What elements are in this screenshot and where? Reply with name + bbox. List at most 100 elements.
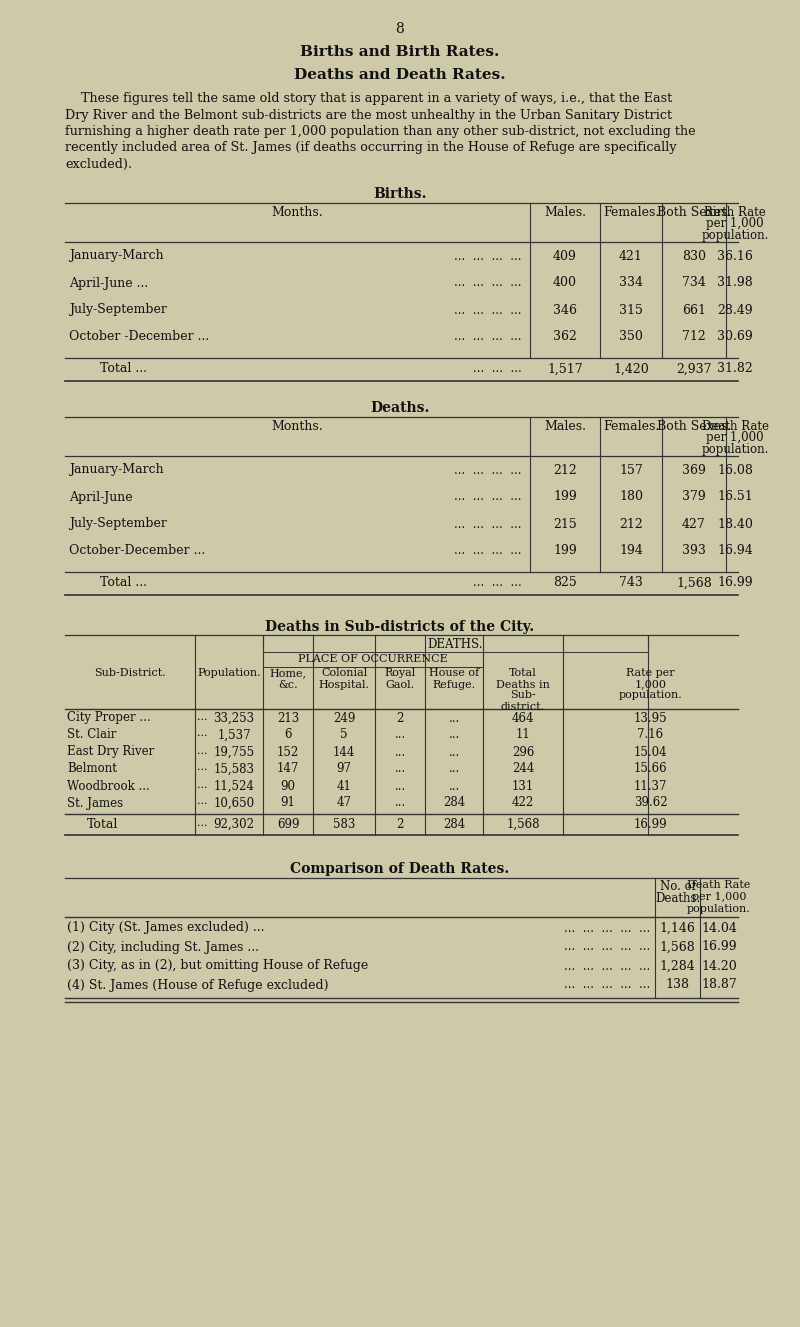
Text: ...  ...  ...  ...: ... ... ... ... <box>454 330 522 344</box>
Text: 2,937: 2,937 <box>676 362 712 376</box>
Text: Births and Birth Rates.: Births and Birth Rates. <box>300 45 500 58</box>
Text: DEATHS.: DEATHS. <box>428 637 483 650</box>
Text: 346: 346 <box>553 304 577 317</box>
Text: July-September: July-September <box>69 518 167 531</box>
Text: Rate per: Rate per <box>626 669 675 678</box>
Text: 10,650: 10,650 <box>214 796 254 809</box>
Text: 15.04: 15.04 <box>634 746 667 759</box>
Text: No. of: No. of <box>659 881 695 893</box>
Text: Deaths and Death Rates.: Deaths and Death Rates. <box>294 68 506 82</box>
Text: ...  ...  ...: ... ... ... <box>474 576 522 589</box>
Text: 583: 583 <box>333 817 355 831</box>
Text: ...  ...  ...  ...  ...: ... ... ... ... ... <box>564 959 650 973</box>
Text: district.: district. <box>501 702 545 711</box>
Text: 16.99: 16.99 <box>717 576 753 589</box>
Text: 91: 91 <box>281 796 295 809</box>
Text: ...: ... <box>448 763 460 775</box>
Text: 16.99: 16.99 <box>634 817 667 831</box>
Text: 31.98: 31.98 <box>717 276 753 289</box>
Text: ...  ...  ...  ...: ... ... ... ... <box>454 304 522 317</box>
Text: 28.49: 28.49 <box>717 304 753 317</box>
Text: Females.: Females. <box>603 206 659 219</box>
Text: per 1,000: per 1,000 <box>706 218 764 231</box>
Text: House of: House of <box>429 669 479 678</box>
Text: ...  ...  ...  ...  ...: ... ... ... ... ... <box>564 978 650 991</box>
Text: Sub-District.: Sub-District. <box>94 669 166 678</box>
Text: (2) City, including St. James ...: (2) City, including St. James ... <box>67 941 259 954</box>
Text: Sub-: Sub- <box>510 690 536 701</box>
Text: Death Rate: Death Rate <box>687 881 750 890</box>
Text: 147: 147 <box>277 763 299 775</box>
Text: Population.: Population. <box>197 669 261 678</box>
Text: Death Rate: Death Rate <box>702 419 769 433</box>
Text: (1) City (St. James excluded) ...: (1) City (St. James excluded) ... <box>67 921 265 934</box>
Text: 284: 284 <box>443 817 465 831</box>
Text: 15.66: 15.66 <box>634 763 667 775</box>
Text: Total ...: Total ... <box>100 576 147 589</box>
Text: &c.: &c. <box>278 679 298 690</box>
Text: 315: 315 <box>619 304 643 317</box>
Text: 144: 144 <box>333 746 355 759</box>
Text: ...: ... <box>394 796 406 809</box>
Text: 422: 422 <box>512 796 534 809</box>
Text: per 1,000: per 1,000 <box>706 431 764 445</box>
Text: 2: 2 <box>396 817 404 831</box>
Text: 1,537: 1,537 <box>217 729 251 742</box>
Text: 199: 199 <box>553 544 577 557</box>
Text: 39.62: 39.62 <box>634 796 667 809</box>
Text: ...: ... <box>448 711 460 725</box>
Text: 699: 699 <box>277 817 299 831</box>
Text: April-June ...: April-June ... <box>69 276 148 289</box>
Text: ...: ... <box>197 763 207 772</box>
Text: 421: 421 <box>619 249 643 263</box>
Text: 16.51: 16.51 <box>717 491 753 503</box>
Text: per 1,000: per 1,000 <box>692 893 746 902</box>
Text: (3) City, as in (2), but omitting House of Refuge: (3) City, as in (2), but omitting House … <box>67 959 368 973</box>
Text: 350: 350 <box>619 330 643 344</box>
Text: Royal: Royal <box>384 669 416 678</box>
Text: 47: 47 <box>337 796 351 809</box>
Text: Deaths in: Deaths in <box>496 679 550 690</box>
Text: 8: 8 <box>396 23 404 36</box>
Text: 212: 212 <box>553 463 577 476</box>
Text: January-March: January-March <box>69 249 164 263</box>
Text: Births.: Births. <box>374 187 426 200</box>
Text: 5: 5 <box>340 729 348 742</box>
Text: 2: 2 <box>396 711 404 725</box>
Text: 15,583: 15,583 <box>214 763 254 775</box>
Text: 369: 369 <box>682 463 706 476</box>
Text: 36.16: 36.16 <box>717 249 753 263</box>
Text: 830: 830 <box>682 249 706 263</box>
Text: 19,755: 19,755 <box>214 746 254 759</box>
Text: ...: ... <box>197 711 207 722</box>
Text: 138: 138 <box>666 978 690 991</box>
Text: Comparison of Death Rates.: Comparison of Death Rates. <box>290 863 510 877</box>
Text: Total: Total <box>87 817 118 831</box>
Text: 30.69: 30.69 <box>717 330 753 344</box>
Text: 11,524: 11,524 <box>214 779 254 792</box>
Text: 33,253: 33,253 <box>214 711 254 725</box>
Text: 409: 409 <box>553 249 577 263</box>
Text: Total ...: Total ... <box>100 362 147 376</box>
Text: 334: 334 <box>619 276 643 289</box>
Text: 31.82: 31.82 <box>717 362 753 376</box>
Text: East Dry River: East Dry River <box>67 746 154 759</box>
Text: ...  ...  ...  ...: ... ... ... ... <box>454 491 522 503</box>
Text: 11.37: 11.37 <box>634 779 667 792</box>
Text: 393: 393 <box>682 544 706 557</box>
Text: Deaths in Sub-districts of the City.: Deaths in Sub-districts of the City. <box>266 620 534 633</box>
Text: 199: 199 <box>553 491 577 503</box>
Text: 400: 400 <box>553 276 577 289</box>
Text: ...: ... <box>197 779 207 790</box>
Text: Gaol.: Gaol. <box>386 679 414 690</box>
Text: ...  ...  ...: ... ... ... <box>474 362 522 376</box>
Text: 825: 825 <box>553 576 577 589</box>
Text: 41: 41 <box>337 779 351 792</box>
Text: These figures tell the same old story that is apparent in a variety of ways, i.e: These figures tell the same old story th… <box>65 92 672 105</box>
Text: ...: ... <box>394 779 406 792</box>
Text: ...: ... <box>197 746 207 755</box>
Text: Dry River and the Belmont sub-districts are the most unhealthy in the Urban Sani: Dry River and the Belmont sub-districts … <box>65 109 672 122</box>
Text: 215: 215 <box>553 518 577 531</box>
Text: St. Clair: St. Clair <box>67 729 116 742</box>
Text: Males.: Males. <box>544 206 586 219</box>
